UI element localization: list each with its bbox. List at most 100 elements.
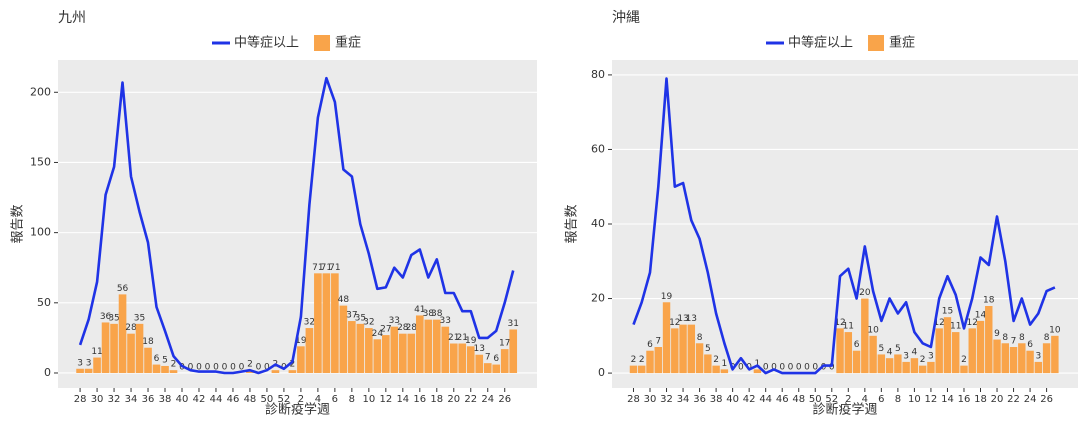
x-tick-label: 12: [379, 394, 392, 405]
bar: [458, 343, 467, 373]
bar-value-label: 0: [256, 362, 262, 372]
x-tick-label: 22: [1007, 394, 1020, 405]
bar-value-label: 0: [738, 363, 744, 373]
bar-value-label: 3: [903, 351, 909, 361]
bar-value-label: 33: [440, 316, 451, 326]
y-axis-label: 報告数: [565, 204, 580, 243]
bar-value-label: 10: [1049, 325, 1061, 335]
bar: [646, 350, 654, 374]
bar-value-label: 6: [1027, 340, 1033, 350]
bar-value-label: 8: [697, 333, 703, 343]
bar: [1042, 343, 1051, 374]
bar: [935, 328, 943, 374]
x-axis-label: 診断疫学週: [265, 402, 330, 418]
panel-title: 九州: [58, 10, 86, 26]
bar: [968, 328, 976, 374]
bar-value-label: 5: [705, 344, 711, 354]
x-tick-label: 20: [447, 394, 460, 405]
legend-label: 中等症以上: [788, 35, 853, 51]
bar-value-label: 8: [1002, 333, 1008, 343]
bar-value-label: 11: [843, 322, 854, 332]
bar: [365, 328, 373, 373]
bar-value-label: 3: [77, 358, 83, 368]
y-tick-label: 0: [44, 366, 51, 379]
bar: [687, 324, 696, 374]
bar-value-label: 0: [821, 363, 827, 373]
line: [78, 76, 515, 375]
bar: [902, 361, 910, 374]
bar: [76, 368, 84, 373]
bar: [877, 354, 886, 374]
bar-value-label: 19: [661, 292, 673, 302]
bar: [894, 354, 902, 374]
bar: [348, 321, 356, 373]
bar-value-label: 13: [677, 314, 688, 324]
bar-value-label: 10: [867, 325, 879, 335]
bar-value-label: 38: [423, 309, 435, 319]
bar: [1051, 335, 1059, 374]
y-tick-label: 60: [591, 142, 605, 155]
bar-value-label: 35: [355, 313, 366, 323]
bar-value-label: 7: [655, 337, 661, 347]
bar-value-label: 0: [222, 362, 228, 372]
bar: [101, 322, 110, 373]
bar: [720, 369, 729, 374]
bar: [671, 328, 679, 374]
x-tick-label: 46: [227, 394, 240, 405]
legend-label: 中等症以上: [234, 35, 299, 51]
bar-value-label: 6: [647, 340, 653, 350]
bar-value-label: 2: [639, 355, 645, 365]
x-tick-label: 38: [710, 394, 723, 405]
x-tick-label: 44: [210, 394, 223, 405]
bar-value-label: 0: [829, 363, 835, 373]
bar-value-label: 33: [389, 316, 400, 326]
bar: [373, 339, 382, 373]
bar-value-label: 4: [912, 348, 918, 358]
bar-value-label: 0: [771, 363, 777, 373]
bar-value-label: 0: [796, 363, 802, 373]
bar-value-label: 71: [321, 263, 332, 273]
bar-value-label: 35: [134, 313, 145, 323]
x-tick-label: 48: [792, 394, 805, 405]
bar: [466, 346, 475, 373]
x-tick-label: 40: [176, 394, 189, 405]
bar-value-label: 15: [942, 307, 953, 317]
x-tick-label: 50: [809, 394, 822, 405]
bar: [885, 358, 894, 374]
bar: [861, 298, 869, 374]
bar: [985, 306, 993, 374]
bar-value-label: 6: [493, 354, 499, 364]
bar: [84, 368, 93, 373]
bar-value-label: 3: [928, 351, 934, 361]
bar: [314, 273, 322, 373]
bar: [500, 349, 509, 373]
bar-value-label: 2: [920, 355, 926, 365]
bar-value-label: 6: [154, 354, 160, 364]
bar-value-label: 36: [100, 312, 112, 322]
bar-value-label: 28: [125, 323, 137, 333]
legend-swatch: [314, 35, 331, 51]
bar-value-label: 0: [239, 362, 245, 372]
bar-value-label: 0: [812, 363, 818, 373]
bar-value-label: 0: [196, 362, 202, 372]
bar-value-label: 35: [108, 313, 119, 323]
bar-value-label: 0: [205, 362, 211, 372]
x-tick-label: 50: [261, 394, 274, 405]
y-tick-label: 200: [30, 85, 51, 98]
x-tick-label: 36: [142, 394, 155, 405]
x-tick-label: 44: [759, 394, 772, 405]
x-tick-label: 24: [1024, 394, 1037, 405]
bar-value-label: 0: [788, 363, 794, 373]
bar: [712, 365, 720, 374]
y-tick-label: 100: [30, 226, 51, 239]
bar: [1026, 350, 1034, 374]
bar: [836, 328, 844, 374]
x-axis-label: 診断疫学週: [812, 402, 877, 418]
x-tick-label: 18: [430, 394, 443, 405]
bar-value-label: 18: [983, 296, 995, 306]
bar: [638, 365, 646, 374]
bar-value-label: 37: [346, 311, 357, 321]
y-tick-label: 80: [591, 68, 605, 81]
x-tick-label: 10: [908, 394, 921, 405]
bar-value-label: 2: [290, 360, 296, 370]
